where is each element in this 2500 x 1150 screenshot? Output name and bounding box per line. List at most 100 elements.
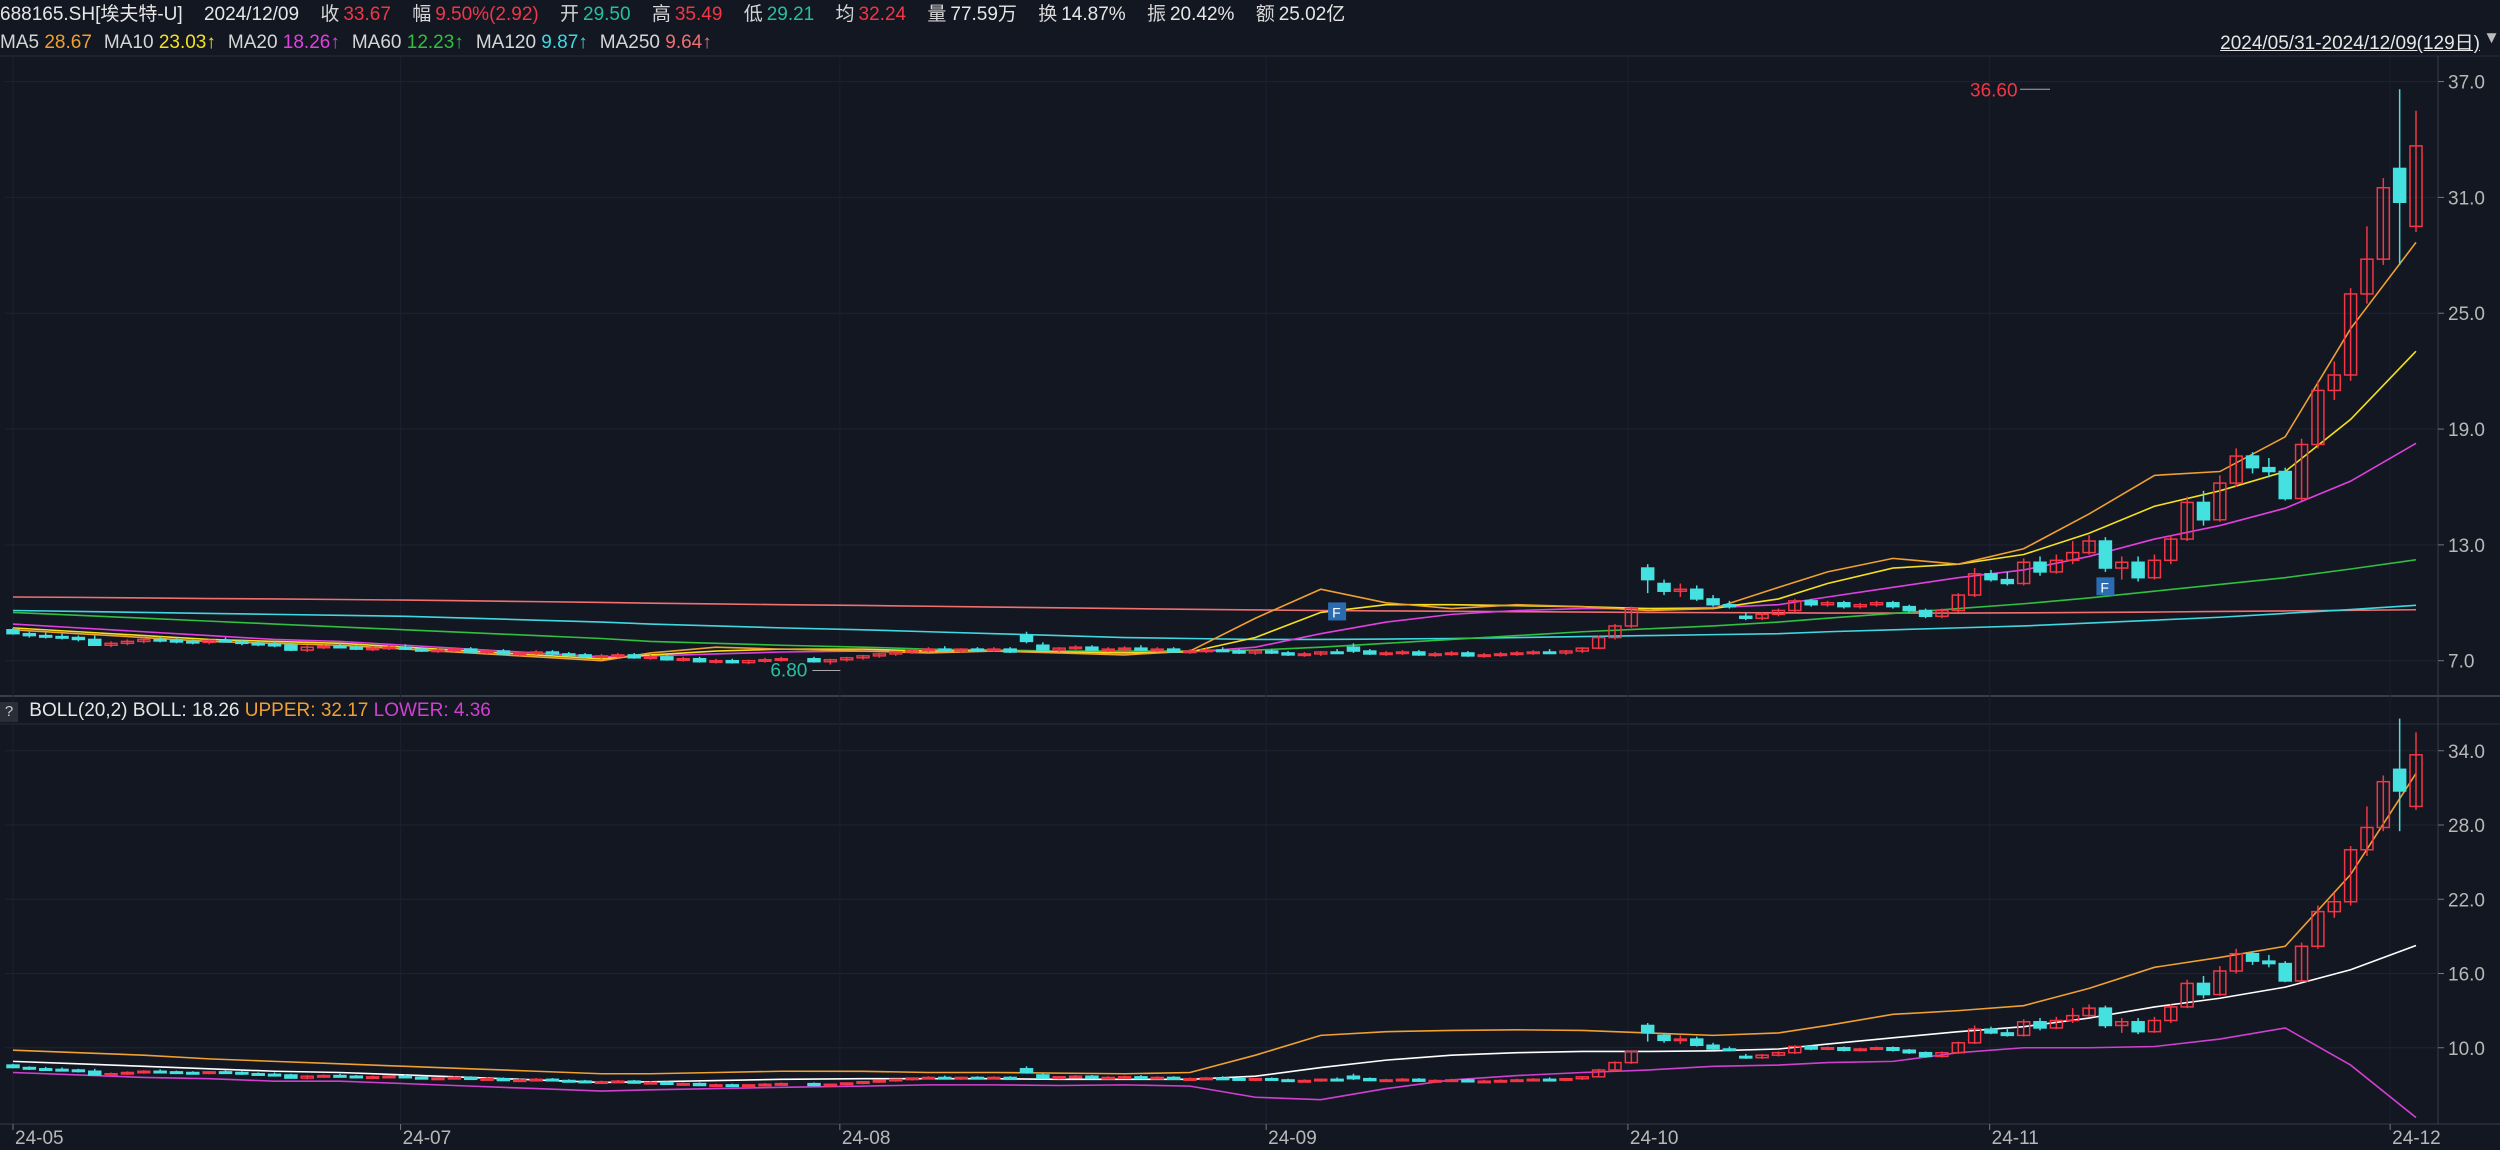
- boll-candle[interactable]: [692, 1082, 707, 1087]
- price-candle[interactable]: [2164, 538, 2178, 562]
- price-candle[interactable]: [414, 648, 429, 652]
- price-candle[interactable]: [2376, 187, 2391, 260]
- boll-candle[interactable]: [774, 1082, 789, 1086]
- price-candle[interactable]: [938, 648, 952, 652]
- boll-candle[interactable]: [1984, 1028, 1998, 1034]
- boll-candle[interactable]: [1281, 1079, 1295, 1083]
- boll-candle[interactable]: [300, 1075, 314, 1079]
- price-candle[interactable]: [1722, 603, 1737, 608]
- price-candle[interactable]: [2360, 258, 2374, 295]
- boll-candle[interactable]: [807, 1082, 821, 1087]
- boll-candle[interactable]: [938, 1076, 952, 1080]
- boll-candle[interactable]: [2049, 1019, 2064, 1029]
- price-candle[interactable]: [1967, 573, 1982, 596]
- boll-candle[interactable]: [349, 1075, 364, 1079]
- boll-candle[interactable]: [2213, 970, 2227, 996]
- price-candle[interactable]: [87, 638, 102, 647]
- price-candle[interactable]: [1215, 649, 1230, 653]
- price-candle[interactable]: [267, 643, 282, 647]
- boll-candle[interactable]: [1379, 1079, 1393, 1083]
- boll-candle[interactable]: [38, 1068, 53, 1072]
- price-candle[interactable]: [1706, 598, 1720, 606]
- price-candle[interactable]: [1117, 647, 1132, 651]
- price-candle[interactable]: [365, 647, 380, 651]
- price-candle[interactable]: [2196, 501, 2211, 521]
- boll-candle[interactable]: [1461, 1079, 1475, 1083]
- price-candle[interactable]: [1281, 652, 1295, 656]
- price-candle[interactable]: [2327, 374, 2342, 392]
- price-candle[interactable]: [496, 650, 511, 655]
- boll-candle[interactable]: [921, 1076, 936, 1080]
- price-candle[interactable]: [1101, 648, 1115, 652]
- boll-candle[interactable]: [2311, 910, 2325, 948]
- boll-candle[interactable]: [1542, 1078, 1557, 1082]
- price-candle[interactable]: [251, 642, 265, 646]
- price-candle[interactable]: [2278, 470, 2292, 500]
- price-candle[interactable]: [1297, 653, 1312, 657]
- price-candle[interactable]: [2049, 559, 2064, 573]
- boll-candle[interactable]: [2278, 962, 2292, 982]
- price-candle[interactable]: [2115, 561, 2129, 569]
- boll-candle[interactable]: [2000, 1032, 2015, 1037]
- price-candle[interactable]: [1166, 648, 1181, 653]
- boll-candle[interactable]: [1052, 1076, 1066, 1080]
- boll-candle[interactable]: [1428, 1079, 1442, 1083]
- boll-candle[interactable]: [1134, 1076, 1148, 1080]
- price-candle[interactable]: [627, 654, 641, 659]
- boll-candle[interactable]: [1117, 1076, 1132, 1080]
- price-candle[interactable]: [807, 658, 821, 663]
- price-candle[interactable]: [333, 645, 347, 649]
- price-candle[interactable]: [1918, 609, 1933, 618]
- price-candle[interactable]: [2180, 501, 2194, 540]
- price-candle[interactable]: [1477, 654, 1491, 658]
- boll-candle[interactable]: [839, 1082, 854, 1086]
- boll-candle[interactable]: [987, 1076, 1001, 1080]
- boll-candle[interactable]: [1673, 1038, 1688, 1042]
- boll-candle[interactable]: [137, 1070, 151, 1074]
- dropdown-triangle-icon[interactable]: ▼: [2483, 28, 2500, 47]
- price-candle[interactable]: [1575, 647, 1590, 652]
- price-candle[interactable]: [1330, 651, 1344, 655]
- price-candle[interactable]: [2294, 443, 2309, 500]
- boll-candle[interactable]: [1559, 1077, 1573, 1081]
- price-candle[interactable]: [1510, 652, 1524, 656]
- price-candle[interactable]: [1788, 600, 1802, 612]
- price-candle[interactable]: [1673, 588, 1688, 592]
- price-candle[interactable]: [1902, 605, 1916, 612]
- price-candle[interactable]: [1559, 650, 1573, 654]
- price-candle[interactable]: [1526, 651, 1541, 655]
- price-candle[interactable]: [741, 659, 756, 664]
- boll-candle[interactable]: [496, 1077, 511, 1082]
- boll-candle[interactable]: [1264, 1077, 1279, 1081]
- boll-candle[interactable]: [1036, 1074, 1050, 1079]
- price-candle[interactable]: [1935, 609, 1949, 618]
- boll-candle[interactable]: [954, 1076, 968, 1080]
- price-candle[interactable]: [888, 651, 903, 655]
- ma-legend[interactable]: MA5 28.67 MA10 23.03↑ MA20 18.26↑ MA60 12.2…: [0, 32, 724, 53]
- boll-candle[interactable]: [1068, 1075, 1083, 1079]
- boll-candle[interactable]: [1820, 1047, 1835, 1050]
- boll-candle[interactable]: [643, 1081, 658, 1085]
- price-candle[interactable]: [1542, 651, 1557, 655]
- boll-candle[interactable]: [22, 1066, 37, 1070]
- price-candle[interactable]: [1984, 573, 1998, 581]
- price-panel[interactable]: 36.60 6.80 F F: [6, 80, 2423, 682]
- price-candle[interactable]: [1199, 649, 1214, 653]
- price-candle[interactable]: [1820, 602, 1835, 606]
- boll-candle[interactable]: [2392, 768, 2407, 792]
- price-candle[interactable]: [398, 646, 413, 650]
- boll-candle[interactable]: [1150, 1076, 1165, 1080]
- boll-candle[interactable]: [1248, 1077, 1263, 1081]
- boll-candle[interactable]: [1608, 1061, 1622, 1071]
- boll-candle[interactable]: [235, 1071, 249, 1075]
- price-candle[interactable]: [594, 655, 609, 659]
- price-candle[interactable]: [1019, 634, 1034, 643]
- boll-candle[interactable]: [970, 1076, 985, 1080]
- boll-candle[interactable]: [104, 1072, 118, 1076]
- price-candle[interactable]: [954, 648, 968, 652]
- boll-candle[interactable]: [87, 1070, 102, 1076]
- price-candle[interactable]: [562, 653, 576, 657]
- boll-candle[interactable]: [1232, 1077, 1246, 1081]
- price-candle[interactable]: [169, 639, 184, 643]
